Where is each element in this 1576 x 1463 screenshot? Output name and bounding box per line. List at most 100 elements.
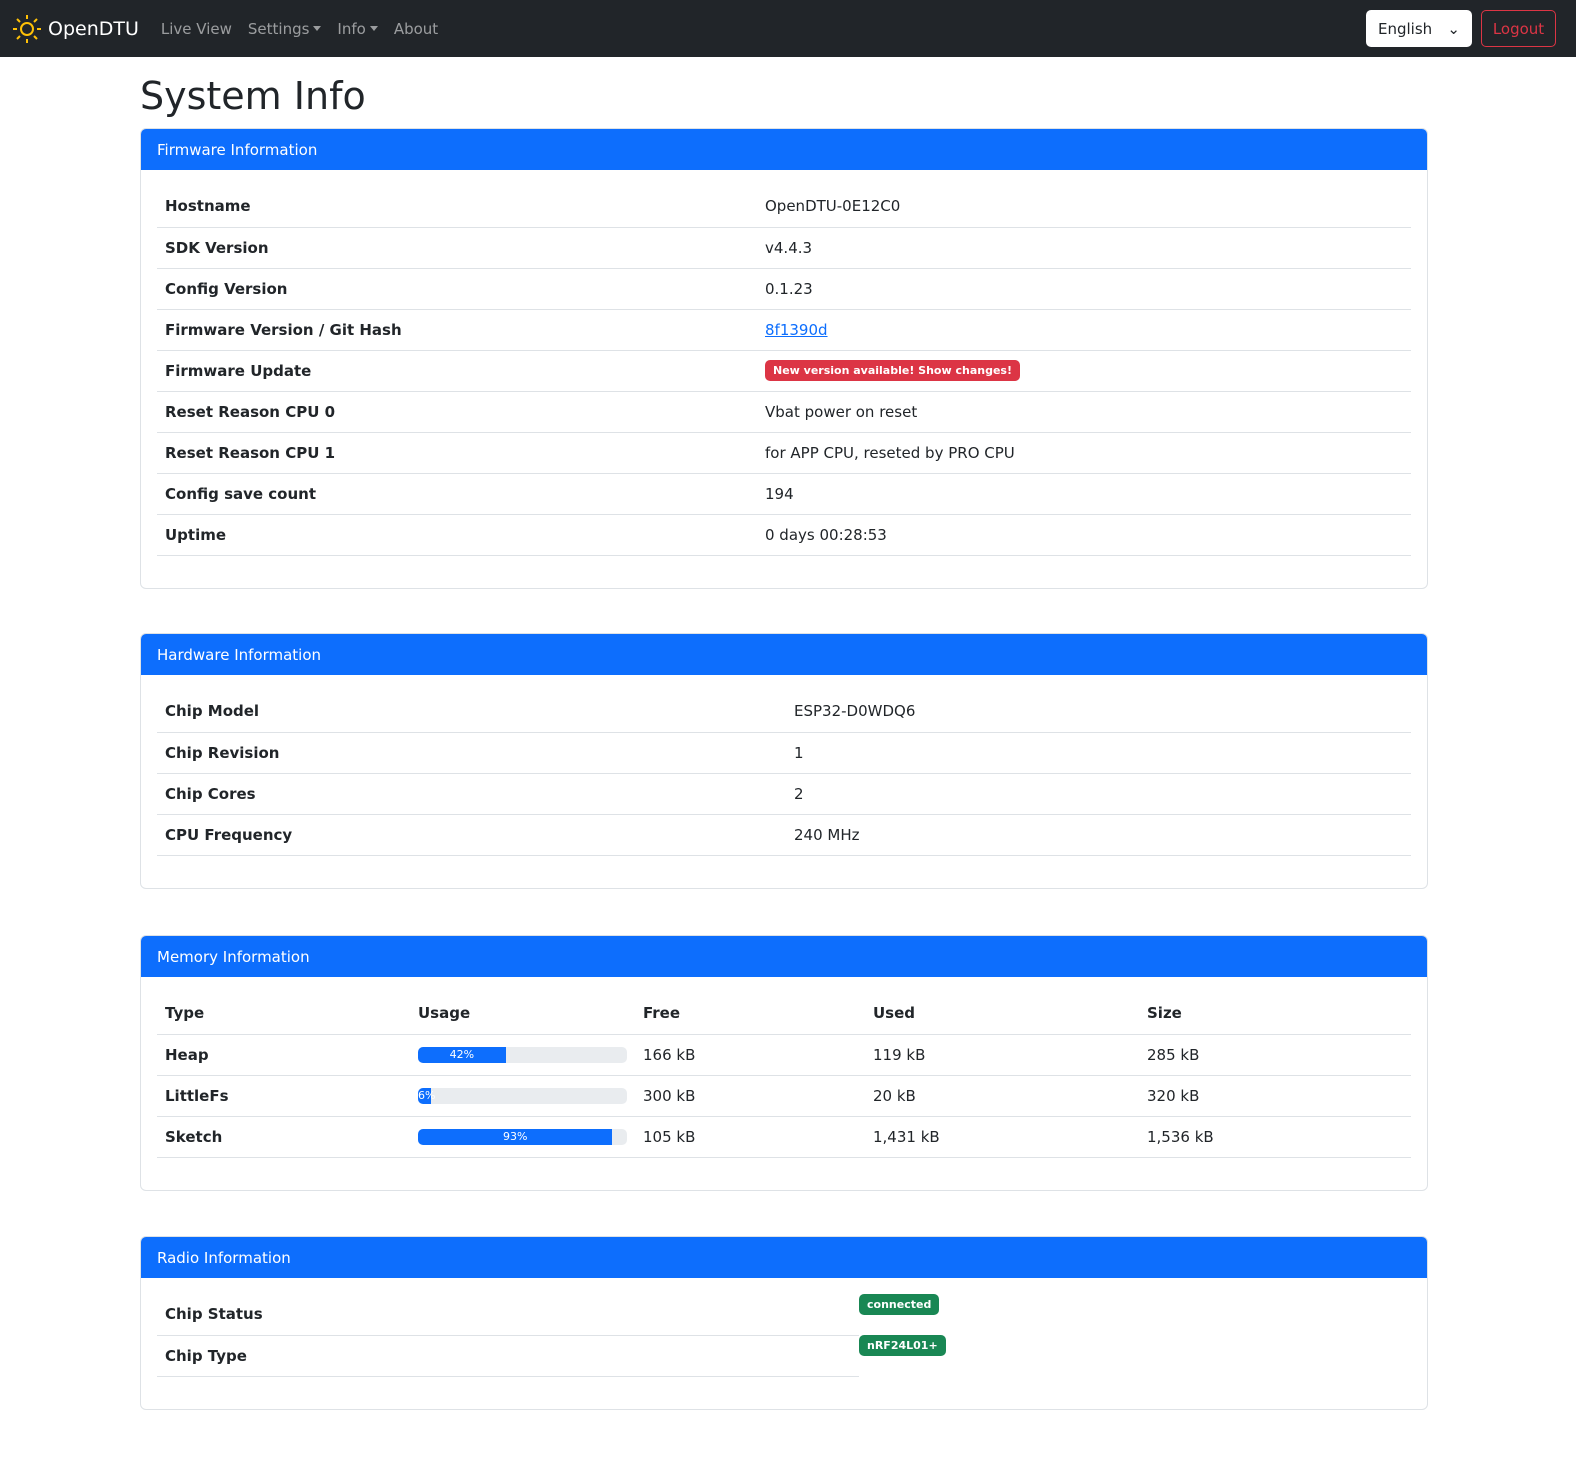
column-header: Type bbox=[157, 993, 410, 1035]
hardware-card: Hardware Information Chip Model ESP32-D0W… bbox=[140, 633, 1428, 889]
memory-table: Type Usage Free Used Size Heap 42% 166 kB 119 kB… bbox=[157, 993, 1411, 1158]
table-row: Chip Status connected bbox=[157, 1294, 940, 1336]
memory-card-header: Memory Information bbox=[141, 936, 1427, 977]
memory-free: 300 kB bbox=[635, 1075, 865, 1117]
memory-type: Heap bbox=[157, 1034, 410, 1076]
caret-down-icon bbox=[313, 26, 322, 31]
row-value: Vbat power on reset bbox=[757, 391, 1411, 433]
table-row: Chip Revision 1 bbox=[157, 732, 1411, 774]
caret-down-icon bbox=[369, 26, 378, 31]
row-value: connected bbox=[859, 1294, 940, 1335]
table-row: Hostname OpenDTU-0E12C0 bbox=[157, 186, 1411, 228]
row-label: Chip Status bbox=[157, 1294, 859, 1336]
column-header: Usage bbox=[410, 993, 635, 1035]
nav-live-view[interactable]: Live View bbox=[160, 19, 232, 38]
memory-type: Sketch bbox=[157, 1116, 410, 1158]
memory-size: 285 kB bbox=[1139, 1034, 1411, 1076]
firmware-card: Firmware Information Hostname OpenDTU-0E1… bbox=[140, 128, 1428, 589]
row-value: 1 bbox=[786, 732, 1411, 774]
logout-button[interactable]: Logout bbox=[1481, 10, 1556, 47]
usage-fill: 93% bbox=[418, 1128, 613, 1145]
navbar: OpenDTU Live View Settings Info About En… bbox=[0, 0, 1576, 57]
memory-used: 119 kB bbox=[865, 1034, 1139, 1076]
nav-about[interactable]: About bbox=[393, 19, 439, 38]
table-row: Reset Reason CPU 1 for APP CPU, reseted b… bbox=[157, 432, 1411, 474]
row-label: Reset Reason CPU 0 bbox=[157, 391, 757, 433]
row-label: Chip Model bbox=[157, 691, 786, 733]
memory-free: 166 kB bbox=[635, 1034, 865, 1076]
usage-progress-bar: 6% bbox=[418, 1087, 627, 1104]
row-label: Firmware Update bbox=[157, 350, 757, 392]
table-row: Chip Model ESP32-D0WDQ6 bbox=[157, 691, 1411, 733]
usage-cell: 93% bbox=[410, 1116, 635, 1158]
memory-used: 20 kB bbox=[865, 1075, 1139, 1117]
row-label: Chip Revision bbox=[157, 732, 786, 774]
language-value: English bbox=[1378, 19, 1433, 38]
status-badge: nRF24L01+ bbox=[859, 1335, 946, 1356]
nav-settings[interactable]: Settings bbox=[248, 20, 322, 38]
radio-card: Radio Information Chip Status connected Ch… bbox=[140, 1236, 1428, 1410]
hardware-table: Chip Model ESP32-D0WDQ6 Chip Revision 1 Chip… bbox=[157, 691, 1411, 856]
column-header: Free bbox=[635, 993, 865, 1035]
row-value: 0.1.23 bbox=[757, 268, 1411, 310]
memory-used: 1,431 kB bbox=[865, 1116, 1139, 1158]
firmware-card-header: Firmware Information bbox=[141, 129, 1427, 170]
update-badge[interactable]: New version available! Show changes! bbox=[765, 360, 1020, 381]
row-label: Reset Reason CPU 1 bbox=[157, 432, 757, 474]
table-row: Config Version 0.1.23 bbox=[157, 268, 1411, 310]
row-label: Chip Cores bbox=[157, 773, 786, 815]
table-row: Sketch 93% 105 kB 1,431 kB 1,536 kB bbox=[157, 1116, 1411, 1158]
table-row: Heap 42% 166 kB 119 kB 285 kB bbox=[157, 1034, 1411, 1076]
usage-cell: 42% bbox=[410, 1034, 635, 1076]
git-hash-link[interactable]: 8f1390d bbox=[765, 320, 828, 339]
row-value: 0 days 00:28:53 bbox=[757, 514, 1411, 556]
chevron-down-icon: ⌄ bbox=[1447, 19, 1460, 38]
table-row: Firmware Update New version available! Sh… bbox=[157, 350, 1411, 392]
table-row: SDK Version v4.4.3 bbox=[157, 227, 1411, 269]
brand[interactable]: OpenDTU bbox=[12, 14, 139, 44]
row-value: New version available! Show changes! bbox=[757, 350, 1411, 392]
memory-type: LittleFs bbox=[157, 1075, 410, 1117]
row-value: 8f1390d bbox=[757, 309, 1411, 351]
language-select[interactable]: English ⌄ bbox=[1366, 10, 1472, 47]
row-label: Chip Type bbox=[157, 1335, 859, 1377]
table-row: Firmware Version / Git Hash 8f1390d bbox=[157, 309, 1411, 351]
row-value: 194 bbox=[757, 473, 1411, 515]
nav-info[interactable]: Info bbox=[337, 19, 378, 38]
row-label: Config Version bbox=[157, 268, 757, 310]
row-label: SDK Version bbox=[157, 227, 757, 269]
table-row: CPU Frequency 240 MHz bbox=[157, 814, 1411, 856]
row-value: 2 bbox=[786, 773, 1411, 815]
table-row: Chip Type nRF24L01+ bbox=[157, 1335, 946, 1377]
row-value: OpenDTU-0E12C0 bbox=[757, 186, 1411, 228]
row-value: ESP32-D0WDQ6 bbox=[786, 691, 1411, 733]
usage-fill: 42% bbox=[418, 1046, 506, 1063]
radio-card-header: Radio Information bbox=[141, 1237, 1427, 1278]
brand-name: OpenDTU bbox=[48, 17, 139, 40]
row-label: Hostname bbox=[157, 186, 757, 228]
row-value: nRF24L01+ bbox=[859, 1335, 946, 1376]
sun-icon bbox=[13, 14, 41, 43]
memory-free: 105 kB bbox=[635, 1116, 865, 1158]
usage-cell: 6% bbox=[410, 1075, 635, 1117]
hardware-card-header: Hardware Information bbox=[141, 634, 1427, 675]
table-header: Type Usage Free Used Size bbox=[157, 993, 1411, 1035]
table-row: LittleFs 6% 300 kB 20 kB 320 kB bbox=[157, 1075, 1411, 1117]
nav-settings-label: Settings bbox=[247, 19, 310, 38]
memory-size: 320 kB bbox=[1139, 1075, 1411, 1117]
firmware-table: Hostname OpenDTU-0E12C0 SDK Version v4.4.3 C… bbox=[157, 186, 1411, 556]
row-value: for APP CPU, reseted by PRO CPU bbox=[757, 432, 1411, 474]
memory-card: Memory Information Type Usage Free Used Size… bbox=[140, 935, 1428, 1191]
radio-table: Chip Status connected Chip Type nRF24L01+ bbox=[157, 1294, 946, 1377]
nav-info-label: Info bbox=[337, 19, 366, 38]
status-badge: connected bbox=[859, 1294, 940, 1315]
table-row: Config save count 194 bbox=[157, 473, 1411, 515]
page-title: System Info bbox=[140, 74, 366, 118]
row-value: 240 MHz bbox=[786, 814, 1411, 856]
usage-progress-bar: 42% bbox=[418, 1046, 627, 1063]
row-label: Firmware Version / Git Hash bbox=[157, 309, 757, 351]
table-row: Reset Reason CPU 0 Vbat power on reset bbox=[157, 391, 1411, 433]
usage-progress-bar: 93% bbox=[418, 1128, 627, 1145]
row-value: v4.4.3 bbox=[757, 227, 1411, 269]
column-header: Used bbox=[865, 993, 1139, 1035]
